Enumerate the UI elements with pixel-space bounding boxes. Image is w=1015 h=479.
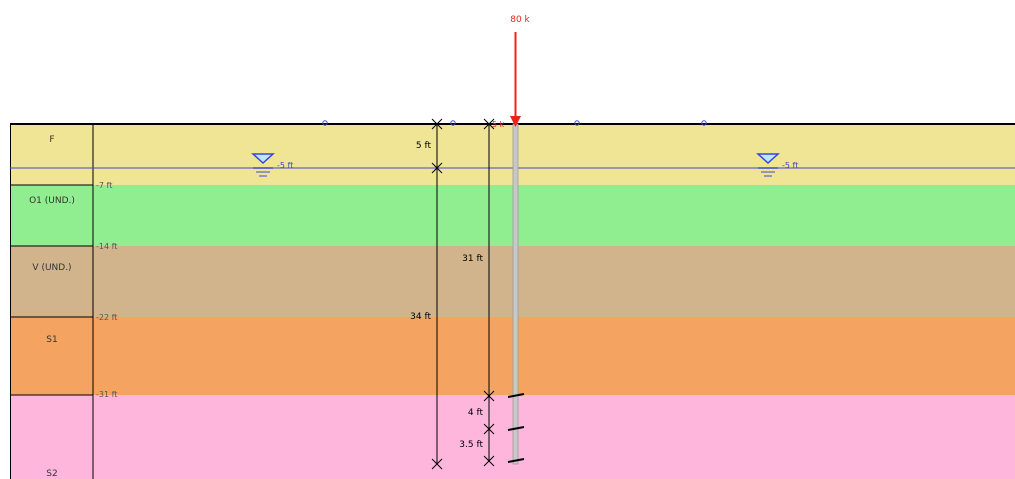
pile-mark <box>507 426 525 431</box>
soil-layer-s1 <box>10 317 1015 395</box>
dimension-label-water-depth: 5 ft <box>416 141 432 151</box>
layer-name-v: V (UND.) <box>32 263 71 273</box>
ground-marker <box>322 120 328 126</box>
water-table-symbol-left <box>251 153 275 177</box>
water-table-symbol-right <box>756 153 780 177</box>
ground-marker <box>450 120 456 126</box>
depth-label-14: -14 ft <box>96 242 117 251</box>
soil-layer-v <box>10 246 1015 317</box>
water-table-label-right: -5 ft <box>782 161 798 170</box>
dimension-ticks-total <box>431 118 443 470</box>
load-arrow-head <box>510 116 521 127</box>
layer-name-f: F <box>49 135 54 145</box>
ground-marker <box>574 120 580 126</box>
soil-layer-s2 <box>10 395 1015 479</box>
layer-name-s1: S1 <box>46 335 57 345</box>
pile-mark <box>507 393 525 398</box>
pile-shaft <box>512 123 519 465</box>
depth-label-31: -31 ft <box>96 390 117 399</box>
dimension-label-segment-1: 4 ft <box>468 408 484 418</box>
depth-label-22: -22 ft <box>96 313 117 322</box>
soil-layer-o1 <box>10 185 1015 246</box>
dimension-label-segment-2: 3.5 ft <box>459 440 483 450</box>
water-table-label-left: -5 ft <box>277 161 293 170</box>
dimension-label-total-length: 34 ft <box>410 312 431 322</box>
ground-marker <box>701 120 707 126</box>
layer-name-s2: S2 <box>46 469 57 479</box>
dimension-ticks-pile <box>483 118 495 467</box>
pile-top-load-label: 5 k <box>492 120 505 129</box>
layer-name-o1: O1 (UND.) <box>29 196 75 206</box>
dimension-label-31: 31 ft <box>462 254 483 264</box>
soil-layer-f <box>10 124 1015 185</box>
depth-label-7: -7 ft <box>96 181 112 190</box>
pile-mark <box>507 458 525 463</box>
load-label: 80 k <box>510 15 530 25</box>
